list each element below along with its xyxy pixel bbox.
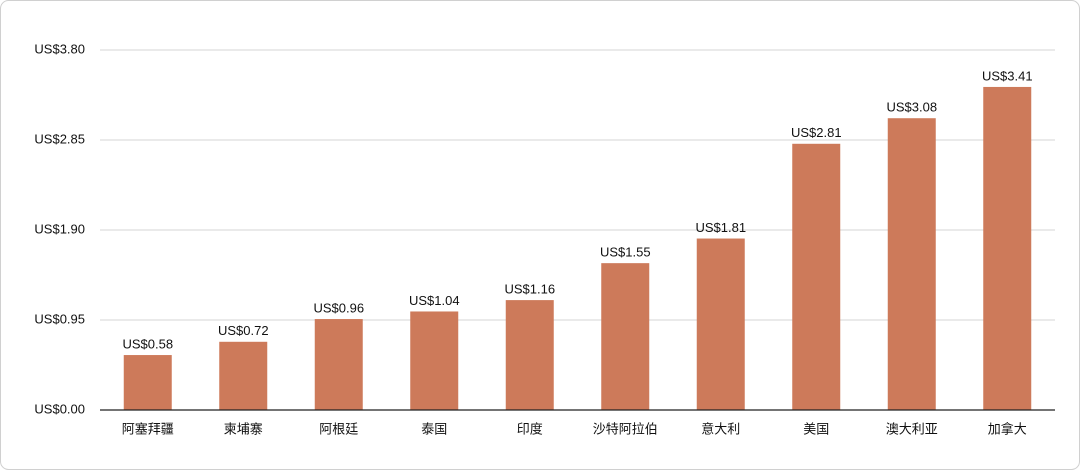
bar	[887, 118, 936, 411]
value-label: US$0.96	[313, 300, 364, 315]
y-tick-label: US$2.85	[34, 131, 85, 146]
y-tick-label: US$1.90	[34, 221, 85, 236]
value-label: US$0.58	[122, 336, 173, 351]
bar	[505, 300, 554, 410]
value-label: US$1.16	[504, 282, 555, 297]
bar	[696, 238, 745, 410]
x-tick-label: 印度	[517, 421, 543, 436]
value-label: US$3.08	[886, 100, 937, 115]
value-label: US$1.81	[695, 220, 746, 235]
bar	[792, 143, 841, 410]
x-tick-label: 阿塞拜疆	[122, 421, 174, 436]
value-label: US$1.04	[409, 293, 460, 308]
value-label: US$2.81	[791, 125, 842, 140]
x-tick-label: 阿根廷	[319, 421, 358, 436]
bar	[219, 341, 268, 410]
y-tick-label: US$0.95	[34, 311, 85, 326]
x-tick-label: 美国	[803, 421, 829, 436]
bar	[410, 311, 459, 410]
x-tick-label: 意大利	[701, 421, 740, 436]
bar	[314, 319, 363, 410]
x-tick-label: 沙特阿拉伯	[593, 421, 658, 436]
bar	[983, 86, 1032, 411]
value-label: US$0.72	[218, 323, 269, 338]
value-label: US$3.41	[982, 68, 1033, 83]
x-tick-label: 泰国	[421, 421, 447, 436]
value-label: US$1.55	[600, 245, 651, 260]
bar	[601, 263, 650, 410]
x-tick-label: 加拿大	[988, 421, 1027, 436]
x-tick-label: 澳大利亚	[886, 421, 938, 436]
y-tick-label: US$3.80	[34, 41, 85, 56]
y-tick-label: US$0.00	[34, 401, 85, 416]
bar	[123, 355, 172, 410]
x-tick-label: 柬埔寨	[224, 421, 263, 436]
